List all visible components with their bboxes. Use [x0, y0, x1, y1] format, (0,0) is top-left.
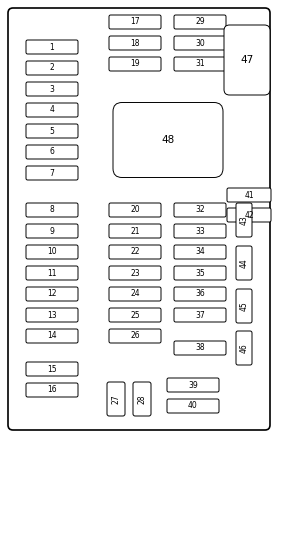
Text: 37: 37 — [195, 310, 205, 319]
Text: 12: 12 — [47, 289, 57, 299]
Text: 40: 40 — [188, 401, 198, 411]
FancyBboxPatch shape — [133, 382, 151, 416]
Text: 39: 39 — [188, 381, 198, 390]
Text: 21: 21 — [130, 227, 140, 235]
FancyBboxPatch shape — [26, 166, 78, 180]
Text: 42: 42 — [244, 211, 254, 220]
FancyBboxPatch shape — [167, 378, 219, 392]
FancyBboxPatch shape — [26, 82, 78, 96]
FancyBboxPatch shape — [26, 103, 78, 117]
Text: 10: 10 — [47, 248, 57, 257]
FancyBboxPatch shape — [26, 308, 78, 322]
Text: 8: 8 — [50, 205, 54, 214]
FancyBboxPatch shape — [109, 224, 161, 238]
Text: 17: 17 — [130, 18, 140, 26]
FancyBboxPatch shape — [26, 245, 78, 259]
FancyBboxPatch shape — [26, 203, 78, 217]
Text: 31: 31 — [195, 59, 205, 69]
FancyBboxPatch shape — [174, 203, 226, 217]
FancyBboxPatch shape — [236, 246, 252, 280]
FancyBboxPatch shape — [26, 124, 78, 138]
FancyBboxPatch shape — [236, 289, 252, 323]
FancyBboxPatch shape — [107, 382, 125, 416]
FancyBboxPatch shape — [26, 383, 78, 397]
Text: 48: 48 — [161, 135, 175, 145]
FancyBboxPatch shape — [174, 308, 226, 322]
FancyBboxPatch shape — [109, 57, 161, 71]
FancyBboxPatch shape — [109, 36, 161, 50]
Text: 35: 35 — [195, 269, 205, 278]
FancyBboxPatch shape — [26, 61, 78, 75]
Text: 11: 11 — [47, 269, 57, 278]
FancyBboxPatch shape — [26, 329, 78, 343]
Text: 22: 22 — [130, 248, 140, 257]
Text: 32: 32 — [195, 205, 205, 214]
FancyBboxPatch shape — [113, 102, 223, 177]
FancyBboxPatch shape — [26, 287, 78, 301]
FancyBboxPatch shape — [227, 208, 271, 222]
FancyBboxPatch shape — [224, 25, 270, 95]
Text: 30: 30 — [195, 39, 205, 48]
Text: 1: 1 — [50, 42, 54, 51]
FancyBboxPatch shape — [109, 15, 161, 29]
Text: 18: 18 — [130, 39, 140, 48]
FancyBboxPatch shape — [109, 203, 161, 217]
Text: 43: 43 — [239, 215, 248, 225]
FancyBboxPatch shape — [8, 8, 270, 430]
FancyBboxPatch shape — [174, 266, 226, 280]
FancyBboxPatch shape — [109, 266, 161, 280]
Text: 5: 5 — [50, 126, 54, 136]
FancyBboxPatch shape — [174, 57, 226, 71]
Text: 14: 14 — [47, 331, 57, 340]
Text: 41: 41 — [244, 190, 254, 199]
Text: 15: 15 — [47, 364, 57, 374]
Text: 36: 36 — [195, 289, 205, 299]
Text: 28: 28 — [138, 394, 147, 404]
Text: 45: 45 — [239, 301, 248, 311]
FancyBboxPatch shape — [26, 224, 78, 238]
FancyBboxPatch shape — [174, 36, 226, 50]
Text: 3: 3 — [50, 85, 54, 93]
Text: 47: 47 — [240, 55, 254, 65]
FancyBboxPatch shape — [26, 266, 78, 280]
FancyBboxPatch shape — [174, 245, 226, 259]
Text: 46: 46 — [239, 343, 248, 353]
FancyBboxPatch shape — [26, 40, 78, 54]
FancyBboxPatch shape — [174, 287, 226, 301]
FancyBboxPatch shape — [174, 224, 226, 238]
FancyBboxPatch shape — [236, 203, 252, 237]
FancyBboxPatch shape — [227, 188, 271, 202]
FancyBboxPatch shape — [26, 362, 78, 376]
FancyBboxPatch shape — [109, 329, 161, 343]
Text: 19: 19 — [130, 59, 140, 69]
FancyBboxPatch shape — [109, 287, 161, 301]
Text: 44: 44 — [239, 258, 248, 268]
FancyBboxPatch shape — [174, 341, 226, 355]
Text: 9: 9 — [50, 227, 54, 235]
Text: 27: 27 — [111, 394, 120, 404]
FancyBboxPatch shape — [109, 308, 161, 322]
FancyBboxPatch shape — [236, 331, 252, 365]
Text: 20: 20 — [130, 205, 140, 214]
FancyBboxPatch shape — [26, 145, 78, 159]
Text: 13: 13 — [47, 310, 57, 319]
Text: 4: 4 — [50, 106, 54, 115]
Text: 24: 24 — [130, 289, 140, 299]
Text: 23: 23 — [130, 269, 140, 278]
FancyBboxPatch shape — [109, 245, 161, 259]
Text: 34: 34 — [195, 248, 205, 257]
Text: 16: 16 — [47, 385, 57, 394]
Text: 29: 29 — [195, 18, 205, 26]
Text: 33: 33 — [195, 227, 205, 235]
Text: 38: 38 — [195, 344, 205, 353]
Text: 26: 26 — [130, 331, 140, 340]
FancyBboxPatch shape — [174, 15, 226, 29]
FancyBboxPatch shape — [167, 399, 219, 413]
Text: 7: 7 — [50, 168, 54, 177]
Text: 6: 6 — [50, 147, 54, 157]
Text: 2: 2 — [50, 63, 54, 72]
Text: 25: 25 — [130, 310, 140, 319]
